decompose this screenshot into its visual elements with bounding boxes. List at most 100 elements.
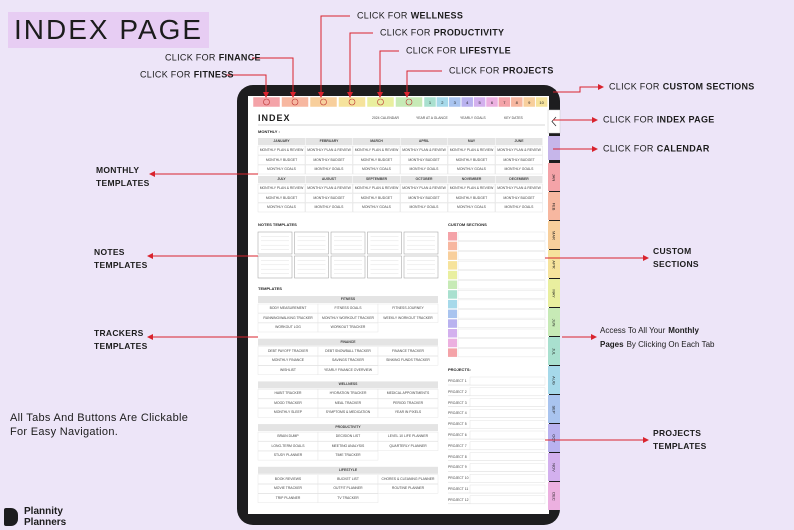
note-thumbnail	[294, 255, 329, 279]
month-item: MONTHLY BUDGET	[503, 195, 535, 200]
template-item: HABIT TRACKER	[274, 391, 302, 396]
month-cell	[495, 193, 543, 203]
project-field	[469, 474, 546, 483]
callout-prefix: CLICK FOR	[357, 10, 408, 21]
month-cell	[352, 155, 401, 165]
month-cell	[352, 145, 401, 156]
custom-field	[457, 280, 546, 290]
calendar-tab	[548, 136, 560, 160]
project-field	[469, 495, 546, 504]
custom-field	[457, 328, 546, 338]
month-item: MONTHLY BUDGET	[503, 157, 535, 162]
month-item: MONTHLY BUDGET	[455, 157, 488, 162]
number-tab	[436, 96, 449, 108]
number-tab	[485, 96, 499, 108]
month-cell	[400, 193, 448, 203]
template-item: WISHLIST	[279, 367, 296, 372]
custom-field	[457, 319, 546, 328]
callout: CLICK FOR FITNESS	[140, 70, 234, 80]
month-cell	[400, 183, 448, 194]
template-item: CHORES & CLEANING PLANNER	[381, 476, 435, 481]
group-name: FITNESS	[340, 297, 356, 301]
brand-name: Plannity	[24, 506, 63, 517]
callout-line	[404, 70, 442, 98]
template-item: DEBT SNOWBALL TRACKER	[325, 348, 371, 353]
template-item: YEARLY FINANCE OVERVIEW	[323, 367, 373, 372]
note-line: For Easy Navigation.	[10, 426, 119, 438]
index-tab	[547, 109, 561, 134]
section-tab	[252, 96, 281, 108]
month-item: MONTHLY GOALS	[409, 205, 439, 209]
month-item: MONTHLY PLAN & REVIEW	[449, 148, 494, 152]
month-cell	[400, 164, 448, 175]
template-item: WEEKLY WORKOUT TRACKER	[383, 315, 433, 320]
month-tab	[548, 424, 560, 452]
month-cell	[447, 202, 496, 213]
callout-label: FINANCE	[218, 52, 261, 63]
month-name: JUNE	[514, 139, 524, 143]
callout-label: LIFESTYLE	[459, 45, 511, 56]
access-text: Pages	[600, 340, 624, 349]
month-cell	[257, 145, 306, 156]
index-heading: INDEX	[258, 113, 291, 123]
template-label: TEMPLATES	[653, 441, 707, 451]
project-label: PROJECT 8	[448, 454, 467, 459]
brand-name: Planners	[24, 517, 67, 528]
tab-icon	[405, 98, 413, 106]
chevron	[551, 116, 557, 127]
template-cell	[377, 313, 439, 323]
month-item: MONTHLY GOALS	[409, 167, 439, 171]
template-label: TEMPLATES	[94, 341, 148, 351]
callout-label: PROJECTS	[502, 65, 554, 76]
template-cell	[377, 431, 439, 442]
project-field	[469, 452, 546, 461]
group-header	[258, 424, 438, 432]
month-item: MONTHLY BUDGET	[265, 157, 298, 162]
month-item: MONTHLY BUDGET	[313, 195, 345, 200]
template-cell	[377, 484, 439, 494]
month-tab-label: JUN	[551, 318, 557, 327]
custom-field	[457, 270, 546, 280]
group-name: LIFESTYLE	[338, 467, 358, 472]
template-cell	[377, 398, 439, 409]
custom-swatch	[448, 338, 457, 348]
number-tab-label: 2	[441, 100, 444, 105]
template-cell	[377, 346, 439, 356]
access-text: By Clicking On Each Tab	[626, 340, 715, 349]
callout: CLICK FOR FINANCE	[165, 52, 261, 63]
section-label: TEMPLATES	[258, 286, 282, 291]
number-tab-label: 1	[428, 100, 432, 105]
template-item: MOOD TRACKER	[274, 400, 302, 405]
callout-line	[377, 50, 399, 98]
month-cell	[257, 155, 306, 165]
template-cell	[377, 441, 439, 451]
month-cell	[447, 155, 496, 165]
project-field	[469, 441, 546, 450]
month-tab-label: MAY	[551, 289, 557, 298]
month-cell	[352, 193, 401, 203]
month-item: MONTHLY BUDGET	[408, 195, 440, 200]
callout: CLICK FOR CUSTOM SECTIONS	[609, 82, 755, 92]
note-thumbnail	[403, 255, 439, 279]
month-item: MONTHLY BUDGET	[360, 195, 393, 200]
project-label: PROJECT 1	[448, 379, 467, 383]
callout-prefix: CLICK FOR	[165, 52, 216, 63]
template-label: NOTES	[94, 247, 125, 257]
custom-swatch	[448, 241, 457, 251]
template-item: RUNNING/WALKING TRACKER	[263, 315, 313, 320]
project-label: PROJECT 2	[448, 389, 467, 394]
number-tab	[473, 96, 486, 108]
tab-icon	[348, 98, 356, 106]
callout-label: PRODUCTIVITY	[433, 27, 505, 38]
note-thumbnail	[367, 255, 402, 279]
month-tab-label: JAN	[551, 173, 557, 182]
callout: CLICK FOR PROJECTS	[449, 65, 554, 76]
template-label: SECTIONS	[653, 259, 699, 269]
template-cell	[317, 450, 379, 461]
number-tab-label: 7	[503, 100, 506, 105]
number-tab	[448, 96, 462, 108]
template-item: MOVIE TRACKER	[273, 486, 302, 491]
month-name: MARCH	[370, 139, 383, 143]
template-item: TV TRACKER	[337, 495, 359, 500]
